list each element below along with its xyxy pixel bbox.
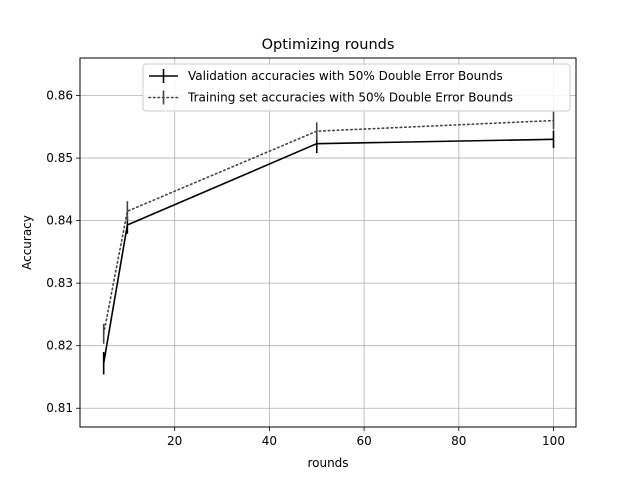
chart-title: Optimizing rounds [262,37,395,53]
plot-frame [79,57,577,428]
y-axis: 0.81 0.82 0.83 0.84 0.85 0.86 [46,89,80,415]
y-tick-label: 0.83 [46,276,73,290]
y-tick-label: 0.85 [46,151,73,165]
legend-box [142,63,571,112]
y-axis-label: Accuracy [20,215,34,270]
series-line [102,138,554,364]
x-tick-label: 60 [356,434,371,448]
series-line [102,119,555,335]
legend: Validation accuracies with 50% Double Er… [142,63,571,112]
series-2 [102,111,555,344]
legend-item: Validation accuracies with 50% Double Er… [149,69,503,83]
y-tick-label: 0.84 [46,214,73,228]
series-1 [102,130,555,375]
x-tick-label: 40 [262,434,277,448]
legend-item: Training set accuracies with 50% Double … [148,90,513,105]
legend-label: Training set accuracies with 50% Double … [187,91,513,105]
series-layer [102,111,555,375]
x-tick-label: 80 [451,434,466,448]
y-tick-label: 0.82 [46,339,73,353]
y-tick-label: 0.86 [46,89,73,103]
x-axis-label: rounds [307,456,348,470]
x-tick-label: 100 [542,434,565,448]
legend-label: Validation accuracies with 50% Double Er… [188,69,503,83]
x-axis: 20 40 60 80 100 [167,427,565,448]
grid [80,58,576,427]
x-tick-label: 20 [167,434,182,448]
y-tick-label: 0.81 [46,401,73,415]
